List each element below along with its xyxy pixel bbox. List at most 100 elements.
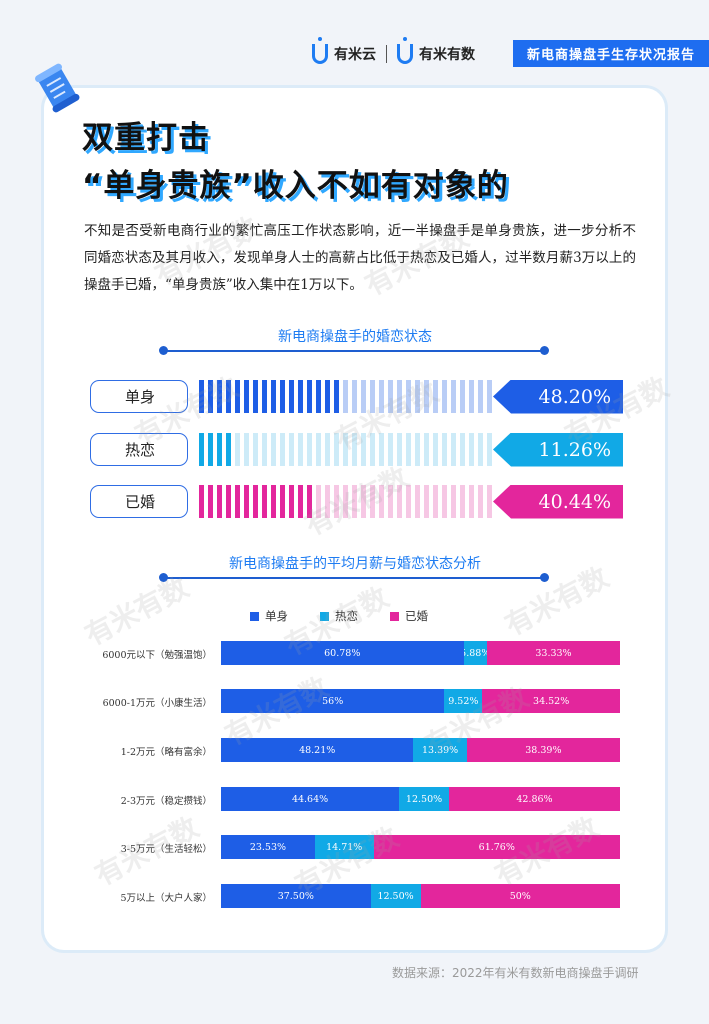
category-label-1: 6000-1万元（小康生活） <box>102 698 212 709</box>
status-stripe <box>217 380 222 413</box>
bar-segment-1: 13.39% <box>413 738 467 762</box>
status-stripe <box>469 433 474 466</box>
status-stripe <box>289 433 294 466</box>
status-stripe <box>199 485 204 518</box>
status-stripe <box>244 433 249 466</box>
status-stripe <box>208 485 213 518</box>
status-stripe <box>226 433 231 466</box>
status-stripe <box>388 433 393 466</box>
status-stripe <box>226 380 231 413</box>
status-stripe-bar-2 <box>199 485 492 518</box>
status-stripe <box>244 485 249 518</box>
status-stripe <box>325 485 330 518</box>
status-stripe <box>442 433 447 466</box>
legend-item-2: 已婚 <box>390 608 428 624</box>
status-stripe <box>424 433 429 466</box>
bar-segment-0: 60.78% <box>221 641 464 665</box>
status-stripe <box>244 380 249 413</box>
brand-logos: 有米云 有米有数 <box>312 37 475 70</box>
status-stripe <box>415 485 420 518</box>
status-stripe <box>397 433 402 466</box>
category-label-2: 1-2万元（略有富余） <box>120 747 212 758</box>
status-stripe <box>343 433 348 466</box>
status-stripe <box>379 433 384 466</box>
status-stripe <box>379 485 384 518</box>
status-stripe <box>478 380 483 413</box>
status-stripe <box>208 380 213 413</box>
status-stripe <box>298 433 303 466</box>
section2-title: 新电商操盘手的平均月薪与婚恋状态分析 <box>229 556 481 572</box>
status-stripe <box>298 485 303 518</box>
bar-segment-2: 38.39% <box>466 738 620 762</box>
status-stripe <box>478 485 483 518</box>
legend-label: 已婚 <box>405 609 428 623</box>
youmi-cloud-logo-icon <box>312 37 328 64</box>
section1-divider <box>164 350 544 352</box>
category-label-5: 5万以上（大户人家） <box>120 893 212 904</box>
status-stripe <box>361 380 366 413</box>
legend-swatch <box>250 611 259 621</box>
status-stripe <box>334 380 339 413</box>
status-stripe <box>280 433 285 466</box>
status-stripe <box>415 380 420 413</box>
status-stripe <box>280 485 285 518</box>
bar-segment-1: 5.88% <box>463 641 487 665</box>
status-stripe <box>370 485 375 518</box>
status-label-2: 已婚 <box>90 485 188 518</box>
status-stripe <box>388 380 393 413</box>
section1-divider-dot-left <box>159 346 168 355</box>
bar-segment-0: 37.50% <box>221 884 371 908</box>
status-stripe <box>442 380 447 413</box>
status-stripe <box>316 485 321 518</box>
status-stripe <box>199 380 204 413</box>
status-label-1: 热恋 <box>90 433 188 466</box>
status-stripe <box>289 485 294 518</box>
status-percent-0: 48.20% <box>493 379 623 414</box>
status-stripe <box>397 485 402 518</box>
status-stripe <box>406 433 411 466</box>
status-stripe <box>451 485 456 518</box>
section2-divider-dot-right <box>540 573 549 582</box>
status-stripe <box>199 433 204 466</box>
status-stripe <box>235 485 240 518</box>
legend-item-1: 热恋 <box>320 608 358 624</box>
status-percent-2: 40.44% <box>493 484 623 519</box>
status-stripe <box>352 433 357 466</box>
bar-segment-1: 9.52% <box>444 689 483 713</box>
youmi-data-logo-icon <box>397 37 413 64</box>
legend-swatch <box>390 611 399 621</box>
category-label-4: 3-5万元（生活轻松） <box>120 844 212 855</box>
bar-segment-2: 42.86% <box>448 787 620 811</box>
status-stripe <box>424 485 429 518</box>
status-stripe <box>208 433 213 466</box>
status-stripe <box>280 380 285 413</box>
status-stripe <box>478 433 483 466</box>
status-stripe <box>262 485 267 518</box>
status-stripe <box>307 380 312 413</box>
status-stripe <box>469 380 474 413</box>
status-stripe <box>370 433 375 466</box>
stacked-bar-row-2: 48.21% 13.39% 38.39% <box>221 738 620 762</box>
bar-segment-0: 23.53% <box>221 835 315 859</box>
status-stripe-bar-1 <box>199 433 492 466</box>
status-stripe <box>262 380 267 413</box>
section1-divider-dot-right <box>540 346 549 355</box>
status-label-0: 单身 <box>90 380 188 413</box>
stacked-bar-row-5: 37.50% 12.50% 50% <box>221 884 620 908</box>
status-stripe <box>307 485 312 518</box>
status-stripe <box>460 433 465 466</box>
data-source-note: 数据来源：2022年有米有数新电商操盘手调研 <box>392 966 639 980</box>
logo-youmiyun-text: 有米云 <box>334 47 376 63</box>
bar-segment-0: 48.21% <box>221 738 414 762</box>
status-stripe <box>334 433 339 466</box>
chart-legend: 单身 热恋 已婚 <box>250 608 428 624</box>
status-stripe <box>217 485 222 518</box>
intro-paragraph: 不知是否受新电商行业的繁忙高压工作状态影响，近一半操盘手是单身贵族，进一步分析不… <box>84 223 636 293</box>
status-stripe <box>325 380 330 413</box>
category-label-3: 2-3万元（稳定攒钱） <box>120 796 212 807</box>
status-stripe <box>316 380 321 413</box>
status-stripe <box>424 380 429 413</box>
status-stripe <box>352 485 357 518</box>
status-stripe <box>433 433 438 466</box>
legend-swatch <box>320 611 329 621</box>
